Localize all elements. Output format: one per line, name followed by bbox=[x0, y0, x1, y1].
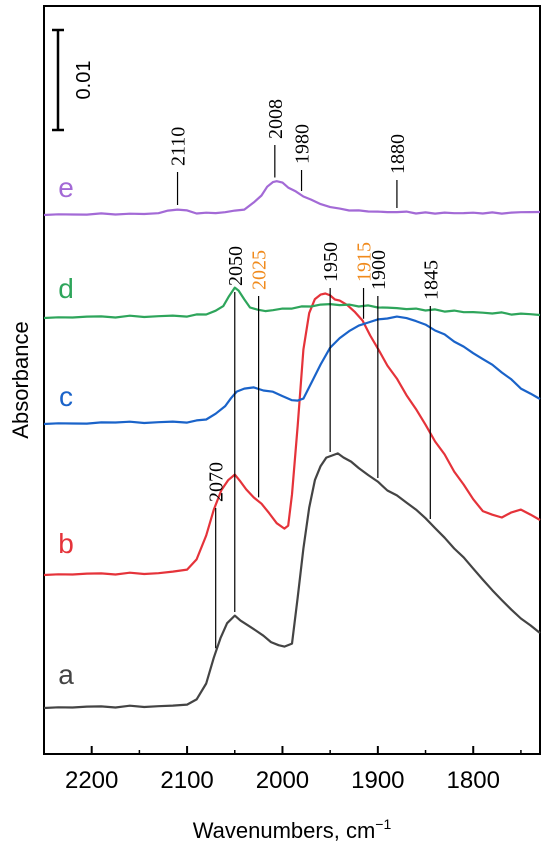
peak-label-1915: 1915 bbox=[354, 242, 376, 282]
x-tick-label: 1900 bbox=[351, 767, 404, 794]
x-axis-ticks: 2200 2100 2000 1900 1800 bbox=[43, 746, 522, 794]
peak-label-1880: 1880 bbox=[387, 134, 409, 174]
peak-label-2110: 2110 bbox=[168, 127, 190, 166]
peak-label-2070: 2070 bbox=[206, 462, 228, 502]
x-axis-title-unit-exponent: −1 bbox=[375, 816, 391, 832]
spectra-series bbox=[43, 180, 541, 710]
x-axis-title-text: Wavenumbers, cm bbox=[193, 818, 376, 843]
plot-frame bbox=[43, 5, 541, 755]
series-labels: a b c d e bbox=[58, 172, 74, 690]
series-line-a bbox=[43, 452, 541, 710]
x-tick-label: 2200 bbox=[65, 767, 118, 794]
series-label-a: a bbox=[58, 659, 74, 690]
series-line-c bbox=[43, 315, 541, 426]
y-axis-title: Absorbance bbox=[8, 321, 33, 438]
peak-label-1900: 1900 bbox=[368, 250, 390, 290]
x-tick-label: 2000 bbox=[256, 767, 309, 794]
scale-bar: 0.01 bbox=[52, 28, 95, 132]
x-axis-title: Wavenumbers, cm−1 bbox=[193, 816, 392, 843]
series-label-d: d bbox=[58, 273, 74, 304]
peak-label-2050: 2050 bbox=[225, 246, 247, 286]
peak-label-2025: 2025 bbox=[249, 250, 271, 290]
x-tick-label: 1800 bbox=[447, 767, 500, 794]
series-line-e bbox=[43, 180, 541, 217]
peak-label-1845: 1845 bbox=[420, 260, 442, 300]
scale-bar-label: 0.01 bbox=[73, 61, 95, 100]
x-tick-label: 2100 bbox=[160, 767, 213, 794]
series-line-d bbox=[43, 286, 541, 320]
peak-label-1980: 1980 bbox=[292, 124, 314, 164]
series-label-c: c bbox=[59, 381, 73, 412]
series-label-b: b bbox=[58, 528, 74, 559]
peak-label-2008: 2008 bbox=[265, 99, 287, 139]
peak-label-1950: 1950 bbox=[320, 242, 342, 282]
series-line-b bbox=[43, 292, 541, 577]
series-label-e: e bbox=[58, 172, 74, 203]
